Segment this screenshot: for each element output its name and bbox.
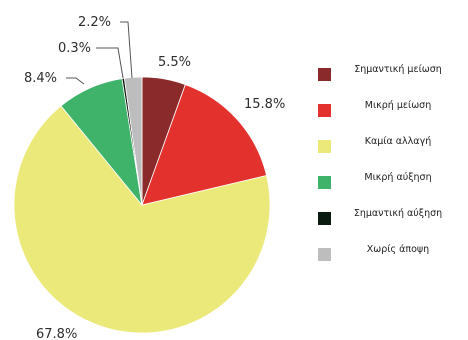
pie-slice-no-change: [13, 105, 271, 334]
legend: Σημαντική μείωση Μικρή μείωση Καμία αλλαγή…: [318, 64, 466, 280]
legend-item-small-decrease: Μικρή μείωση: [318, 100, 466, 136]
legend-item-significant-decrease: Σημαντική μείωση: [318, 64, 466, 100]
legend-label: Μικρή αύξηση: [364, 172, 432, 183]
legend-swatch: [318, 176, 331, 189]
data-label-no-opinion: 2.2%: [78, 15, 111, 30]
leader-line-no-opinion: [120, 21, 133, 79]
legend-item-no-opinion: Χωρίς άποψη: [318, 244, 466, 280]
pie-slices: [13, 76, 271, 334]
data-label-significant-increase: 0.3%: [58, 41, 91, 56]
legend-label: Σημαντική μείωση: [354, 64, 442, 75]
leader-line-significant-increase: [96, 47, 124, 79]
data-label-no-change: 67.8%: [36, 327, 77, 340]
pie-chart: 5.5% 15.8% 67.8% 8.4%0.3% 2.2%: [13, 15, 285, 340]
legend-item-no-change: Καμία αλλαγή: [318, 136, 466, 172]
pie-slice-no-opinion: [123, 76, 143, 206]
legend-swatch: [318, 248, 331, 261]
leader-line-small-increase: [66, 77, 85, 85]
legend-swatch: [318, 68, 331, 81]
legend-item-significant-increase: Σημαντική αύξηση: [318, 208, 466, 244]
data-label-small-decrease: 15.8%: [244, 97, 285, 112]
data-label-small-increase: 8.4%: [24, 71, 57, 86]
legend-label: Σημαντική αύξηση: [353, 208, 443, 219]
data-label-significant-decrease: 5.5%: [158, 55, 191, 70]
legend-swatch: [318, 140, 331, 153]
legend-swatch: [318, 212, 331, 225]
pie-slice-small-decrease: [141, 84, 268, 206]
legend-swatch: [318, 104, 331, 117]
leader-lines: [66, 21, 133, 85]
legend-label: Μικρή μείωση: [364, 100, 432, 111]
legend-label: Καμία αλλαγή: [364, 136, 432, 147]
legend-item-small-increase: Μικρή αύξηση: [318, 172, 466, 208]
slice-labels: 5.5% 15.8% 67.8% 8.4%0.3% 2.2%: [24, 15, 285, 340]
legend-label: Χωρίς άποψη: [366, 244, 430, 255]
